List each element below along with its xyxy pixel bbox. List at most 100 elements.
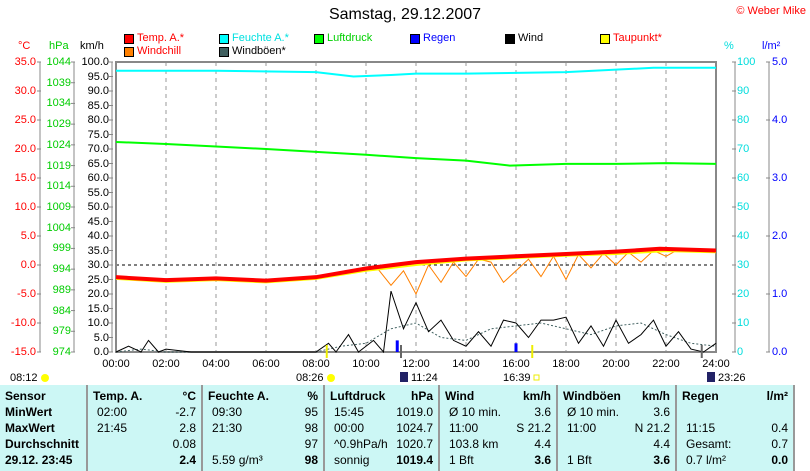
- wind-tick-label: 80.0: [87, 114, 109, 126]
- table-row: 09:30 95: [208, 405, 318, 421]
- unit-hum: %: [724, 40, 734, 52]
- cell-label: Gesamt:: [686, 437, 732, 451]
- press-tick-label: 984: [52, 304, 71, 317]
- temp-tick-label: 10.0: [14, 201, 36, 213]
- hum-tick-label: 70: [737, 143, 750, 155]
- table-row: 11:00 N 21.2: [563, 421, 670, 437]
- cell-label: 5.59 g/m³: [212, 453, 263, 467]
- header-label: Feuchte A.: [208, 389, 269, 403]
- wind-tick-label: 95.0: [87, 70, 109, 83]
- hum-tick-label: 100: [737, 56, 756, 68]
- hum-tick-label: 0: [737, 346, 744, 358]
- header-unit: km/h: [522, 389, 551, 403]
- header-label: Regen: [682, 389, 719, 403]
- legend-label: Feuchte A.*: [232, 32, 289, 44]
- rain-tick-label: 1.0: [772, 288, 788, 300]
- wind-tick-label: 15.0: [87, 302, 109, 315]
- table-row: ^0.9hPa/h 1020.7: [330, 437, 433, 453]
- rain-tick-label: 3.0: [772, 172, 788, 184]
- table-row: 103.8 km 4.4: [445, 437, 551, 453]
- table-column: Feuchte A.% 09:30 95 21:30 98 97 5.59 g/m³ 98: [203, 385, 325, 471]
- legend-label: Taupunkt*: [613, 32, 662, 44]
- header-unit: °C: [182, 389, 196, 403]
- header-label: Wind: [445, 389, 475, 403]
- rain-tick-label: 2.0: [772, 230, 788, 242]
- table-header: Temp. A. °C: [93, 389, 196, 405]
- legend-label: Regen: [423, 32, 456, 44]
- cell-value: 0.4: [771, 421, 788, 435]
- x-tick-label: 00:00: [102, 358, 130, 370]
- legend-item: Luftdruck: [314, 32, 372, 45]
- cell-value: 1019.4: [396, 453, 433, 467]
- temp-tick-label: 25.0: [14, 114, 36, 126]
- legend-swatch: [505, 33, 515, 44]
- cell-label: 09:30: [212, 405, 243, 419]
- wind-tick-label: 5.0: [93, 331, 109, 344]
- cell-label: 02:00: [97, 405, 128, 419]
- press-tick-label: 1034: [46, 97, 71, 110]
- x-tick-label: 20:00: [602, 358, 630, 370]
- series-luftdruck: [115, 140, 717, 167]
- table-column: Sensor MinWert MaxWert Durchschnitt 29.12. 2…: [0, 385, 88, 471]
- unit-press: hPa: [49, 40, 69, 52]
- wind-tick-label: 45.0: [87, 215, 109, 228]
- table-row: MinWert: [5, 405, 81, 421]
- x-tick-label: 06:00: [252, 358, 280, 370]
- legend-item: Windchill: [124, 45, 181, 58]
- table-header: Sensor: [5, 389, 81, 405]
- dawn-time: 08:12: [10, 372, 38, 384]
- temp-tick-label: 15.0: [14, 172, 36, 184]
- cell-label: Ø 10 min.: [567, 405, 620, 419]
- table-row: 15:45 1019.0: [330, 405, 433, 421]
- header-unit: km/h: [641, 389, 670, 403]
- moonset-time: 23:26: [718, 372, 746, 384]
- sunrise-time: 08:26: [296, 372, 324, 384]
- table-row: 1 Bft 3.6: [563, 453, 670, 469]
- press-tick-label: 1014: [46, 180, 71, 193]
- hum-tick-label: 90: [737, 85, 750, 97]
- table-row: 0.08: [93, 437, 196, 453]
- temp-tick-label: 0.0: [20, 259, 36, 271]
- series-windb-en: [115, 322, 717, 353]
- temp-tick-label: -10.0: [10, 317, 36, 329]
- press-tick-label: 979: [52, 325, 71, 338]
- table-column: Luftdruck hPa 15:45 1019.0 00:00 1024.7 ^0.9hP…: [325, 385, 440, 471]
- cell-value: 3.6: [653, 453, 670, 467]
- cell-value: 2.8: [179, 421, 196, 435]
- legend-swatch: [124, 33, 134, 44]
- cell-value: 1024.7: [396, 421, 433, 435]
- cell-value: 0.08: [172, 437, 196, 451]
- temp-tick-label: 35.0: [14, 56, 36, 68]
- table-row: MaxWert: [5, 421, 81, 437]
- cell-value: 97: [304, 437, 318, 451]
- sunset-icon: [533, 374, 540, 381]
- unit-rain: l/m²: [762, 40, 781, 52]
- hum-tick-label: 80: [737, 114, 750, 126]
- table-header: Wind km/h: [445, 389, 551, 405]
- series-temp-a-: [115, 246, 717, 283]
- press-tick-label: 994: [52, 263, 71, 276]
- table-header: Luftdruck hPa: [330, 389, 433, 405]
- press-tick-label: 989: [52, 283, 71, 296]
- moon-icon: [707, 372, 715, 382]
- table-row: 2.4: [93, 453, 196, 469]
- table-row: sonnig 1019.4: [330, 453, 433, 469]
- cell-value: 3.6: [534, 453, 551, 467]
- x-tick-label: 08:00: [302, 358, 330, 370]
- legend-swatch: [219, 33, 229, 44]
- press-tick-label: 1004: [46, 221, 71, 234]
- wind-tick-label: 70.0: [87, 143, 109, 155]
- x-tick-label: 04:00: [202, 358, 230, 370]
- press-tick-label: 1039: [46, 76, 71, 89]
- copyright: © Weber Mike: [736, 5, 806, 17]
- temp-tick-label: -15.0: [10, 346, 36, 358]
- wind-tick-label: 90.0: [87, 85, 109, 97]
- wind-tick-label: 75.0: [87, 128, 109, 141]
- cell-value: 2.4: [179, 453, 196, 467]
- hum-tick-label: 30: [737, 259, 750, 271]
- cell-label: 11:00: [449, 421, 479, 435]
- header-label: Luftdruck: [330, 389, 386, 403]
- rain-tick-label: 5.0: [772, 56, 788, 68]
- cell-label: 21:30: [212, 421, 243, 435]
- cell-value: 3.6: [653, 405, 670, 419]
